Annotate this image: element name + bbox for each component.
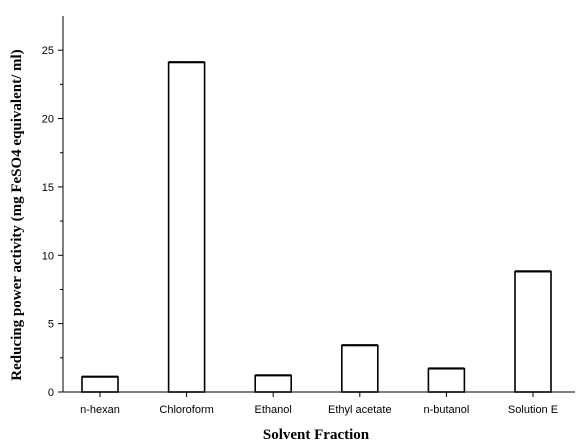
bar <box>167 61 206 393</box>
bar <box>254 374 292 393</box>
bar <box>340 344 379 393</box>
x-axis-title: Solvent Fraction <box>263 427 370 443</box>
x-tick-label: n-butanol <box>423 404 469 416</box>
y-tick-label: 15 <box>42 182 54 194</box>
bar <box>514 270 552 393</box>
y-tick-label: 25 <box>42 45 54 57</box>
y-ticks: 0 5 10 15 20 25 <box>42 45 63 399</box>
y-tick-label: 0 <box>48 387 54 399</box>
axes <box>62 16 575 393</box>
y-axis-title: Reducing power activity (mg FeSO4 equiva… <box>9 49 25 380</box>
x-tick-label: Ethyl acetate <box>328 404 392 416</box>
bar <box>81 376 119 393</box>
y-tick-label: 20 <box>42 114 54 126</box>
bar <box>427 367 466 393</box>
x-tick-label: n-hexan <box>80 404 120 416</box>
y-tick-label: 10 <box>42 250 54 262</box>
bars <box>81 61 552 393</box>
x-tick-label: Solution E <box>508 404 558 416</box>
x-tick-label: Ethanol <box>255 404 292 416</box>
x-tick-label: Chloroform <box>159 404 213 416</box>
x-ticks: n-hexan Chloroform Ethanol Ethyl acetate n-b… <box>80 392 558 416</box>
y-tick-label: 5 <box>48 319 54 331</box>
